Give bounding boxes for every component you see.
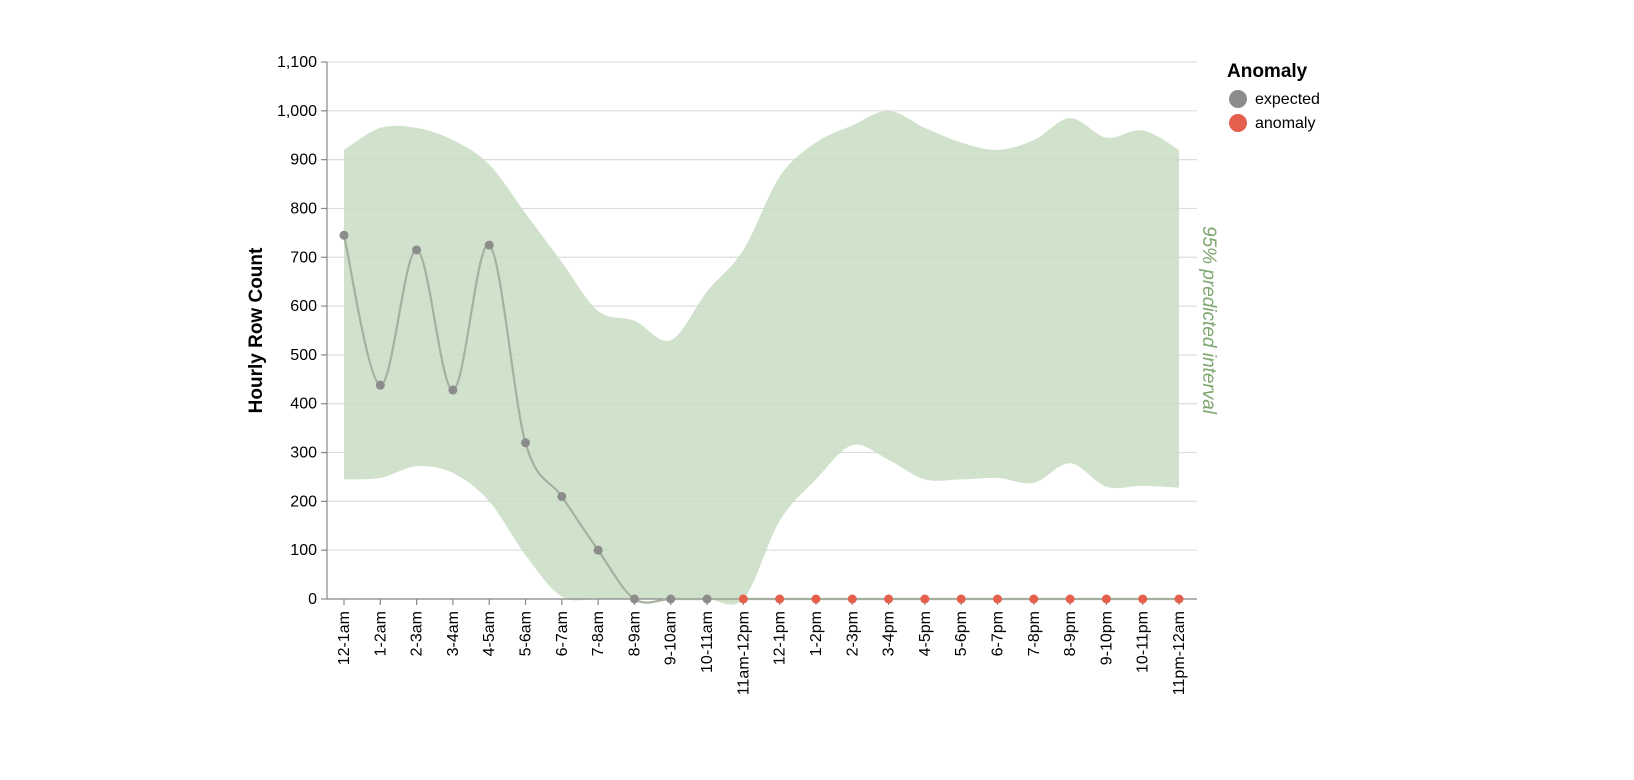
x-tick-label: 1-2am: [372, 611, 389, 656]
anomaly-point: [956, 594, 966, 604]
y-axis-title: Hourly Row Count: [246, 247, 267, 413]
x-tick-label: 6-7am: [554, 611, 571, 656]
legend-anomaly-label: anomaly: [1255, 115, 1315, 132]
x-tick-label: 3-4pm: [881, 611, 898, 656]
x-tick-label: 5-6pm: [953, 611, 970, 656]
x-tick-label: 3-4am: [445, 611, 462, 656]
x-tick-label: 12-1pm: [772, 611, 789, 665]
anomaly-point: [847, 594, 857, 604]
x-tick-label: 7-8pm: [1026, 611, 1043, 656]
interval-label: 95% predicted interval: [1198, 226, 1219, 415]
y-tick-label: 1,000: [277, 103, 317, 120]
expected-point: [412, 245, 422, 255]
anomaly-point: [1029, 594, 1039, 604]
y-tick-label: 400: [290, 396, 317, 413]
anomaly-point: [1065, 594, 1075, 604]
expected-point: [521, 438, 531, 448]
anomaly-point: [884, 594, 894, 604]
x-tick-label: 12-1am: [336, 611, 353, 665]
x-tick-label: 8-9am: [626, 611, 643, 656]
expected-point: [448, 385, 458, 395]
x-tick-label: 11am-12pm: [735, 611, 752, 695]
y-tick-label: 800: [290, 200, 317, 217]
x-tick-label: 6-7pm: [989, 611, 1006, 656]
y-tick-label: 1,100: [277, 54, 317, 71]
expected-point: [593, 545, 603, 555]
anomaly-point: [992, 594, 1002, 604]
expected-point: [666, 594, 676, 604]
anomaly-point: [920, 594, 930, 604]
x-tick-label: 9-10am: [663, 611, 680, 665]
x-tick-label: 9-10pm: [1098, 611, 1115, 665]
x-tick-label: 1-2pm: [808, 611, 825, 656]
expected-point: [702, 594, 712, 604]
legend-expected-label: expected: [1255, 91, 1320, 108]
x-tick-label: 2-3am: [409, 611, 426, 656]
anomaly-point: [1101, 594, 1111, 604]
anomaly-point: [1138, 594, 1148, 604]
expected-point: [339, 230, 349, 240]
anomaly-point: [738, 594, 748, 604]
x-tick-label: 10-11pm: [1135, 611, 1152, 673]
legend-title: Anomaly: [1227, 61, 1308, 82]
anomaly-point: [1174, 594, 1184, 604]
y-tick-label: 0: [308, 591, 317, 608]
x-tick-label: 5-6am: [518, 611, 535, 656]
y-tick-label: 500: [290, 347, 317, 364]
anomaly-point: [811, 594, 821, 604]
y-tick-label: 700: [290, 249, 317, 266]
y-tick-label: 300: [290, 445, 317, 462]
y-tick-label: 100: [290, 542, 317, 559]
y-tick-label: 200: [290, 493, 317, 510]
data-points: [339, 230, 1184, 604]
anomaly-point: [775, 594, 785, 604]
x-tick-label: 11pm-12am: [1171, 611, 1188, 695]
x-tick-label: 2-3pm: [844, 611, 861, 656]
x-tick-label: 7-8am: [590, 611, 607, 656]
x-tick-label: 8-9pm: [1062, 611, 1079, 656]
x-tick-label: 4-5pm: [917, 611, 934, 656]
legend-anomaly-swatch: [1229, 114, 1247, 132]
x-tick-label: 10-11am: [699, 611, 716, 673]
legend: Anomaly expected anomaly: [1227, 61, 1320, 132]
expected-point: [629, 594, 639, 604]
expected-point: [484, 240, 494, 250]
y-tick-label: 600: [290, 298, 317, 315]
expected-point: [557, 491, 567, 501]
expected-point: [375, 380, 385, 390]
predicted-interval-band: [344, 110, 1179, 605]
x-tick-label: 4-5am: [481, 611, 498, 656]
interval-area: [344, 110, 1179, 605]
legend-expected-swatch: [1229, 90, 1247, 108]
axes: 0 100 200 300 400 500 600 700 800 900 1,000 1,100 12…: [277, 54, 1197, 695]
y-tick-label: 900: [290, 152, 317, 169]
